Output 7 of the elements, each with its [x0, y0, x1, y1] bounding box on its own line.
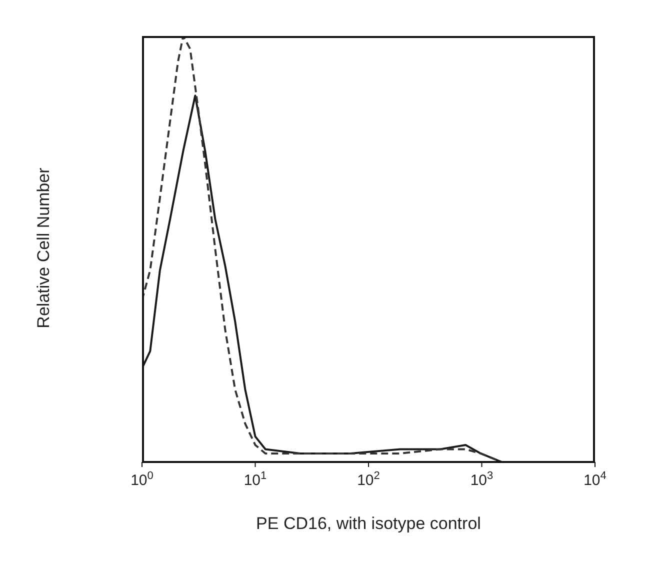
x-tick-label: 10$^{0}$ — [130, 470, 154, 489]
x-tick-label: 10$^{4}$ — [584, 470, 606, 489]
y-axis-title: Relative Cell Number — [34, 166, 54, 330]
x-axis-title: PE CD16, with isotype control — [255, 514, 482, 534]
x-tick-label: 10$^{1}$ — [244, 470, 267, 489]
x-tick-label: 10$^{3}$ — [470, 470, 494, 489]
x-tick-label: 10$^{2}$ — [357, 470, 380, 489]
